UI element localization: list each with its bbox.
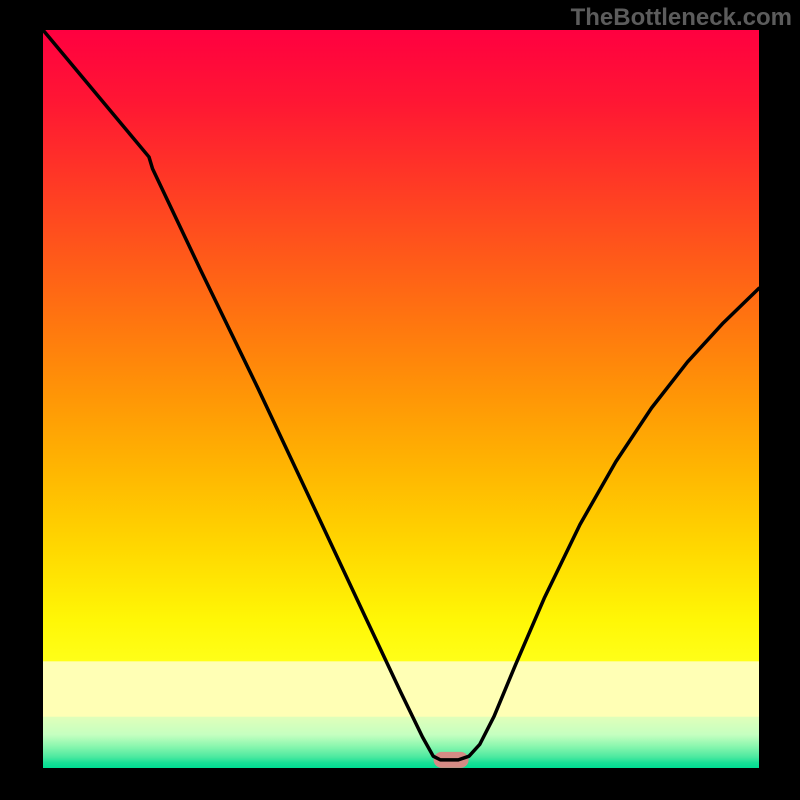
chart-container: TheBottleneck.com (0, 0, 800, 800)
bottleneck-curve (0, 0, 800, 800)
curve-path (43, 30, 759, 760)
watermark-text: TheBottleneck.com (571, 4, 792, 32)
